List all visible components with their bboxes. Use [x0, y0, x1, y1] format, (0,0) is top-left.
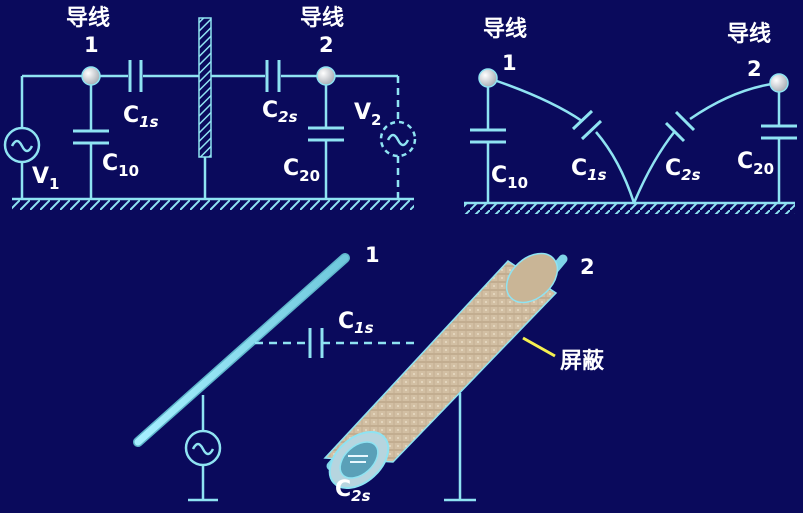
label-c2s-sub: 2s: [351, 487, 370, 505]
label-c10-sub: 10: [118, 162, 139, 180]
node-conductor-1: [81, 66, 101, 86]
conductor2-title: 导线: [300, 5, 344, 31]
label-c10-sub: 10: [507, 174, 528, 192]
label-c20-sub: 20: [753, 160, 774, 178]
label-c10-main: C: [102, 151, 118, 176]
label-c20-main: C: [737, 149, 753, 174]
label-c2s: C2s: [335, 477, 371, 505]
label-c2s-sub: 2s: [278, 108, 297, 126]
label-c2s-main: C: [335, 477, 351, 502]
conductor1-title: 导线: [483, 16, 527, 42]
conductor1-number: 1: [84, 33, 99, 57]
ground-bar-right: [464, 202, 795, 214]
label-c1s: C1s: [571, 156, 607, 184]
label-v2: V2: [354, 100, 381, 129]
label-c1s-sub: 1s: [139, 113, 158, 131]
label-c1s-main: C: [123, 103, 139, 128]
label-c2s: C2s: [262, 98, 298, 126]
label-c1s-main: C: [571, 156, 587, 181]
node-conductor-1: [478, 68, 498, 88]
label-c20-sub: 20: [299, 167, 320, 185]
label-c20-main: C: [283, 156, 299, 181]
capacitor-icon: [128, 60, 143, 92]
capacitor-icon: [664, 110, 696, 143]
label-c10: C10: [491, 163, 528, 192]
ground-bar-left: [12, 198, 414, 210]
ac-source-icon: [379, 120, 417, 158]
capacitor-icon: [571, 109, 603, 141]
conductor2-title: 导线: [727, 21, 771, 47]
conductor2-number: 2: [747, 57, 762, 81]
label-v1-sub: 1: [49, 175, 59, 193]
conductor2-number: 2: [319, 33, 334, 57]
label-v2-main: V: [354, 100, 371, 125]
label-c2s-main: C: [262, 98, 278, 123]
coupling-c1s: [255, 328, 418, 358]
label-c1s-sub: 1s: [587, 166, 606, 184]
label-c1s-sub: 1s: [354, 319, 373, 337]
left-circuit: [12, 60, 414, 210]
label-c10: C10: [102, 151, 139, 180]
capacitor-icon: [265, 60, 281, 92]
label-c1s: C1s: [338, 309, 374, 337]
label-v2-sub: 2: [371, 111, 381, 129]
label-c10-main: C: [491, 163, 507, 188]
ac-source-icon: [184, 429, 222, 467]
label-c2s-sub: 2s: [681, 166, 700, 184]
label-c2s-main: C: [665, 156, 681, 181]
wire2-number: 2: [580, 255, 595, 279]
label-v1-main: V: [32, 164, 49, 189]
node-conductor-2: [769, 73, 789, 93]
wire-1-rod: [133, 253, 350, 447]
right-circuit: [464, 76, 797, 214]
shield-cylinder: [323, 252, 559, 490]
grounded-plate-icon: [198, 17, 212, 158]
shield-callout-line: [522, 336, 556, 358]
conductor1-number: 1: [502, 51, 517, 75]
wire1-number: 1: [365, 243, 380, 267]
conductor1-title: 导线: [66, 5, 110, 31]
shield-ground-branch: [444, 393, 476, 502]
label-v1: V1: [32, 164, 59, 193]
label-c1s: C1s: [123, 103, 159, 131]
label-c20: C20: [283, 156, 320, 185]
node-conductor-2: [316, 66, 336, 86]
label-c20: C20: [737, 149, 774, 178]
label-c2s: C2s: [665, 156, 701, 184]
ac-source-icon: [3, 126, 41, 164]
label-c1s-main: C: [338, 309, 354, 334]
shield-label: 屏蔽: [560, 349, 605, 374]
